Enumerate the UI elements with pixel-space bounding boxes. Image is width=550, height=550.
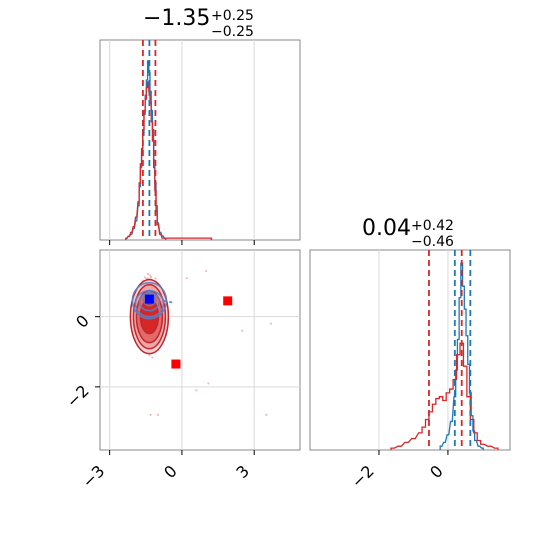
blue-contour-level-1 xyxy=(134,289,165,318)
bottom-left-scatter-panel: −3 0 3 0 −2 xyxy=(63,249,301,492)
scatter-point xyxy=(148,354,151,357)
scatter-point xyxy=(185,276,188,280)
bottom-right-histogram-panel: −2 0 xyxy=(309,249,511,492)
top-left-title-plus: +0.25 xyxy=(211,8,254,24)
blue-contour-level-2 xyxy=(138,291,161,312)
scatter-point xyxy=(204,269,208,273)
bottom-left-contours xyxy=(129,278,174,355)
top-left-histogram-panel xyxy=(99,39,301,245)
top-left-frame xyxy=(99,39,301,241)
bottom-right-series xyxy=(390,262,499,450)
scatter-point xyxy=(269,322,273,325)
bottom-left-frame xyxy=(99,249,301,451)
blue-contour-level-3 xyxy=(142,292,157,307)
bottom-left-xtick-label: −3 xyxy=(78,461,108,491)
top-left-quantile-lines xyxy=(141,40,157,240)
bottom-right-grid xyxy=(378,250,449,450)
red-square-marker xyxy=(171,359,181,369)
bottom-right-frame xyxy=(309,249,511,451)
scatter-point xyxy=(207,382,210,385)
scatter-point xyxy=(195,389,198,392)
bottom-left-ytick-label: −2 xyxy=(63,381,93,411)
bottom-right-histogram-series-1 xyxy=(390,342,499,450)
red-square-marker xyxy=(223,296,233,306)
scatter-point xyxy=(143,276,147,279)
scatter-point xyxy=(146,272,150,276)
top-left-title-value: −1.35 xyxy=(143,6,211,31)
bottom-left-xtick-label: 0 xyxy=(160,461,181,482)
top-left-histogram-series-1 xyxy=(125,81,213,240)
top-left-grid xyxy=(109,40,255,240)
scatter-point xyxy=(265,413,268,417)
bottom-right-xtick-label: −2 xyxy=(348,461,378,491)
top-left-title-minus: −0.25 xyxy=(211,24,254,40)
bottom-right-ticks: −2 0 xyxy=(348,450,449,492)
bottom-right-title-minus: −0.46 xyxy=(411,234,454,250)
top-left-ticks xyxy=(109,240,255,245)
bottom-right-title-plus: +0.42 xyxy=(411,218,454,234)
bottom-right-title: 0.04 +0.42 −0.46 xyxy=(362,216,454,250)
bottom-right-title-value: 0.04 xyxy=(362,216,411,241)
blue-square-marker xyxy=(144,294,154,304)
bottom-right-histogram-series-0 xyxy=(439,262,484,450)
top-left-series xyxy=(125,60,213,240)
scatter-point xyxy=(154,277,157,280)
scatter-point xyxy=(151,356,154,359)
blue-contour-tail xyxy=(163,299,174,304)
bottom-left-ytick-label: 0 xyxy=(72,311,93,332)
scatter-point xyxy=(241,329,244,332)
bottom-right-quantile-lines xyxy=(428,250,472,450)
scatter-point xyxy=(149,275,153,279)
scatter-point xyxy=(149,413,152,417)
bottom-right-xtick-label: 0 xyxy=(426,461,447,482)
top-left-title: −1.35 +0.25 −0.25 xyxy=(143,6,254,40)
scatter-point xyxy=(156,413,159,417)
bottom-left-xtick-label: 3 xyxy=(232,461,253,482)
bottom-left-markers xyxy=(144,294,233,369)
